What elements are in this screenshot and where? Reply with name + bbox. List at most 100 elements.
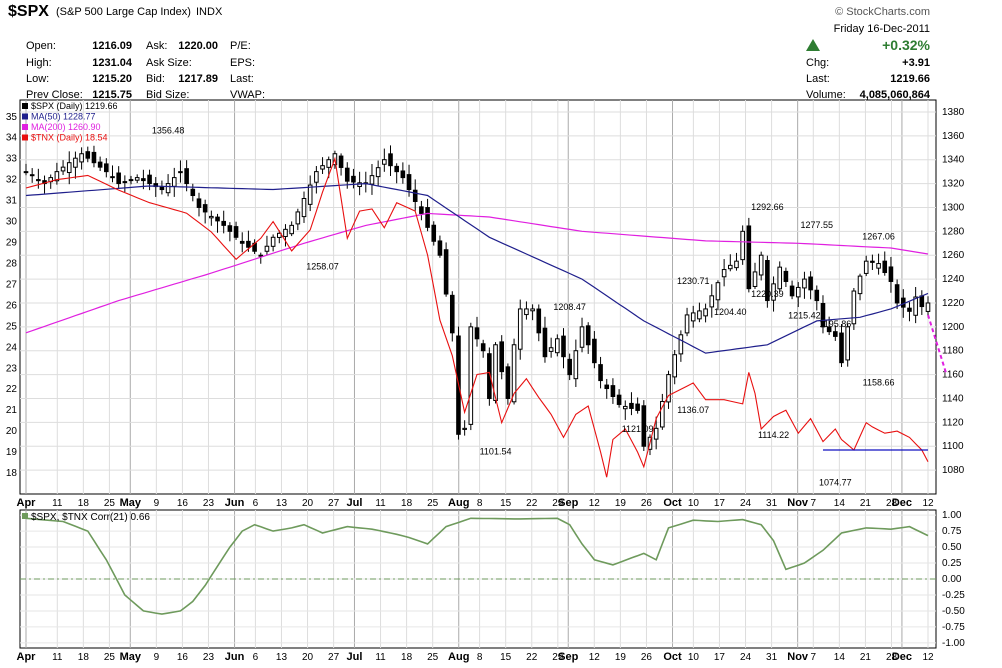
candle-body <box>573 350 579 380</box>
x-tick-label: 8 <box>477 498 483 509</box>
price-annotation: 1258.07 <box>306 262 339 272</box>
candle-body <box>406 174 412 191</box>
corr-x-tick-label: Dec <box>892 651 912 663</box>
candle-body <box>141 178 146 182</box>
candle-body <box>789 285 795 297</box>
candle-body <box>270 236 276 247</box>
price-annotation: 1277.55 <box>801 220 834 230</box>
candle-body <box>419 206 424 214</box>
x-tick-label: 21 <box>860 498 872 509</box>
corr-line <box>25 517 929 615</box>
watermark: © StockCharts.com <box>835 6 930 18</box>
x-tick-label: 10 <box>688 498 700 509</box>
y-tick-label-right: 1160 <box>942 370 964 381</box>
candle-body <box>480 343 486 352</box>
candle-body <box>511 344 517 403</box>
y-tick-label-left: 21 <box>6 405 18 416</box>
candle-body <box>857 275 863 295</box>
quote-date: Friday 16-Dec-2011 <box>833 23 930 35</box>
quote-pe-label: P/E: <box>230 40 251 52</box>
candle-body <box>184 168 189 185</box>
candle-body <box>147 174 152 185</box>
corr-y-tick-label: -0.25 <box>942 590 965 601</box>
candle-body <box>60 166 66 172</box>
x-tick-label: 12 <box>589 498 601 509</box>
candle-body <box>344 167 350 182</box>
candle-body <box>919 295 925 308</box>
candle-body <box>913 296 918 316</box>
x-tick-label: 17 <box>714 498 726 509</box>
candle-body <box>585 325 591 346</box>
candle-body <box>826 326 832 333</box>
candle-body <box>326 159 332 168</box>
quote-open-value: 1216.09 <box>92 40 132 52</box>
y-tick-label-right: 1120 <box>942 417 964 428</box>
candle-body <box>351 175 356 183</box>
corr-x-tick-label: 21 <box>860 652 872 663</box>
candle-body <box>765 260 770 302</box>
corr-x-tick-label: 11 <box>375 652 386 663</box>
candle-body <box>734 260 739 269</box>
candle-body <box>493 344 498 402</box>
y-tick-label-left: 35 <box>6 112 18 123</box>
corr-x-tick-label: 9 <box>154 652 160 663</box>
legend-swatch <box>22 103 28 109</box>
corr-y-tick-label: -0.50 <box>942 606 965 617</box>
x-tick-label: 15 <box>500 498 512 509</box>
candle-body <box>400 170 406 179</box>
x-tick-label: 25 <box>104 498 116 509</box>
candle-body <box>517 308 523 350</box>
y-tick-label-right: 1260 <box>942 250 965 261</box>
x-tick-label: 12 <box>922 498 934 509</box>
candle-body <box>227 225 233 232</box>
y-tick-label-left: 26 <box>6 300 18 311</box>
corr-y-tick-label: 0.75 <box>942 526 962 537</box>
symbol-name: (S&P 500 Large Cap Index) <box>56 6 191 18</box>
candle-body <box>616 394 622 405</box>
corr-x-tick-label: 6 <box>253 652 259 663</box>
candle-body <box>672 354 677 378</box>
y-tick-label-left: 31 <box>6 196 18 207</box>
corr-x-tick-label: Jul <box>347 651 363 663</box>
x-tick-label: 9 <box>154 498 160 509</box>
candle-body <box>66 162 72 174</box>
corr-y-tick-label: -1.00 <box>942 638 965 649</box>
candle-body <box>375 167 381 178</box>
candle-body <box>258 254 264 257</box>
candle-body <box>598 364 603 382</box>
quote-chg-value: +3.91 <box>902 57 930 69</box>
candle-body <box>795 286 801 298</box>
candle-body <box>499 341 505 373</box>
y-tick-label-right: 1140 <box>942 393 964 404</box>
candle-body <box>412 189 418 202</box>
quote-lastprice-label: Last: <box>806 73 830 85</box>
candle-body <box>777 266 783 290</box>
legend-entry: $TNX (Daily) 18.54 <box>31 133 108 143</box>
candle-body <box>283 228 288 238</box>
candle-body <box>567 358 572 376</box>
y-tick-label-right: 1280 <box>942 226 965 237</box>
y-tick-label-left: 18 <box>6 468 18 479</box>
corr-x-tick-label: Nov <box>787 651 809 663</box>
candle-body <box>196 198 202 208</box>
triangle-up-icon <box>806 39 820 51</box>
candle-body <box>839 332 844 364</box>
x-tick-label: 14 <box>834 498 846 509</box>
ma200-projection-line <box>927 314 948 375</box>
x-tick-label: 20 <box>302 498 314 509</box>
candle-body <box>29 174 35 177</box>
candle-body <box>783 270 789 282</box>
price-annotation: 1158.66 <box>863 377 895 387</box>
corr-x-tick-label: 27 <box>328 652 340 663</box>
candle-body <box>487 353 492 399</box>
candle-body <box>320 165 325 170</box>
quote-lastprice-value: 1219.66 <box>890 73 930 85</box>
candle-body <box>604 384 610 390</box>
x-tick-label: 28 <box>886 498 898 509</box>
corr-y-tick-label: 0.00 <box>942 574 962 585</box>
candle-body <box>548 347 554 352</box>
y-tick-label-left: 24 <box>6 342 18 353</box>
price-annotation: 1267.06 <box>862 232 895 242</box>
candle-body <box>246 240 251 248</box>
